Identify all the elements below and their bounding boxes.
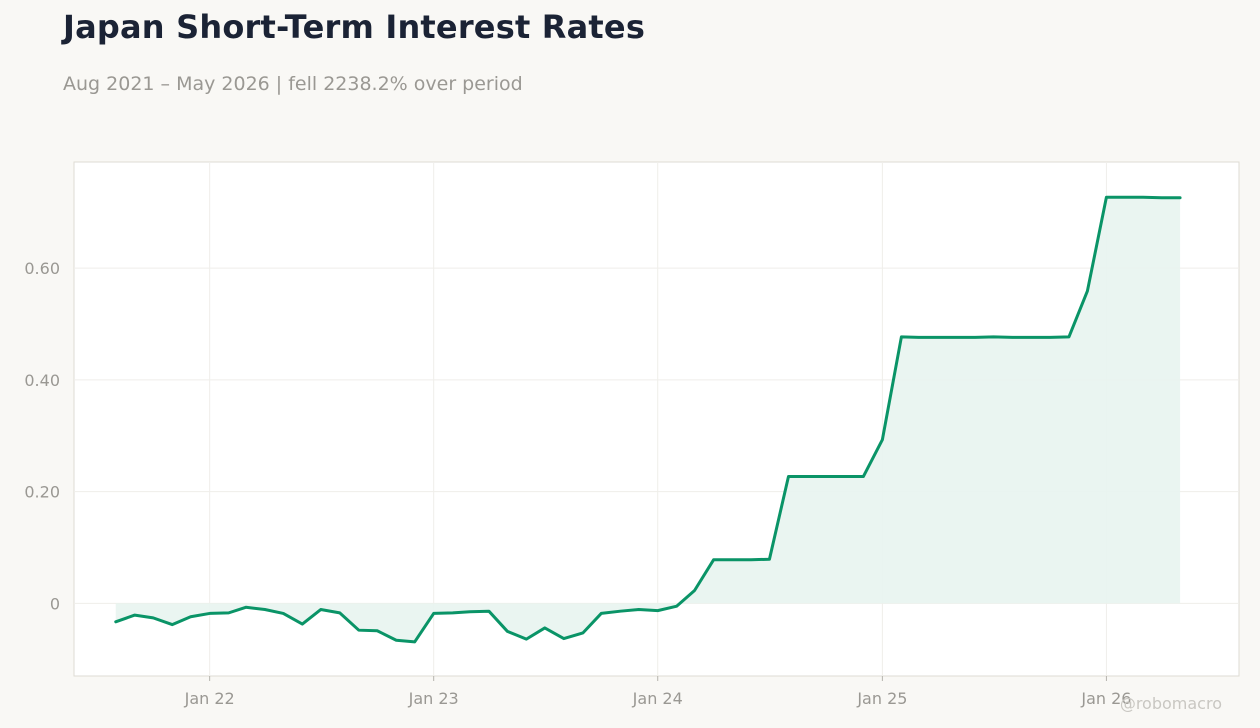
data-point [301, 623, 304, 626]
data-point [114, 620, 117, 623]
data-point [824, 475, 827, 478]
data-point [581, 631, 584, 634]
data-point [171, 623, 174, 626]
data-point [338, 611, 341, 614]
data-point [227, 611, 230, 614]
data-point [468, 610, 471, 613]
data-point [506, 630, 509, 633]
data-point [619, 610, 622, 613]
data-point [562, 637, 565, 640]
data-point [376, 629, 379, 632]
data-point [900, 335, 903, 338]
data-point [1086, 290, 1089, 293]
series-line [114, 195, 1182, 644]
y-tick-label: 0.40 [24, 371, 60, 390]
x-tick-label: Jan 22 [184, 689, 235, 708]
data-point [413, 640, 416, 643]
data-point [600, 612, 603, 615]
data-point [1067, 335, 1070, 338]
x-tick-label: Jan 23 [408, 689, 459, 708]
data-point [263, 608, 266, 611]
y-tick-label: 0.60 [24, 259, 60, 278]
data-point [768, 558, 771, 561]
data-point [244, 606, 247, 609]
x-tick-label: Jan 25 [856, 689, 907, 708]
data-point [1124, 196, 1127, 199]
watermark: @robomacro [1119, 694, 1222, 713]
data-point [862, 475, 865, 478]
x-tick-label: Jan 24 [632, 689, 683, 708]
data-point [936, 336, 939, 339]
data-point [208, 612, 211, 615]
y-tick-label: 0 [50, 594, 60, 613]
data-point [1179, 196, 1182, 199]
data-point [152, 616, 155, 619]
data-point [1030, 336, 1033, 339]
y-tick-label: 0.20 [24, 483, 60, 502]
data-point [1105, 196, 1108, 199]
data-point [675, 605, 678, 608]
data-point [432, 612, 435, 615]
data-point [1160, 196, 1163, 199]
data-point [787, 475, 790, 478]
data-point [395, 639, 398, 642]
data-point [1141, 196, 1144, 199]
data-point [357, 629, 360, 632]
data-point [955, 336, 958, 339]
data-point [525, 638, 528, 641]
data-point [806, 475, 809, 478]
data-point [917, 336, 920, 339]
data-point [451, 611, 454, 614]
x-tick-label: Jan 26 [1080, 689, 1131, 708]
data-point [487, 610, 490, 613]
data-point [543, 626, 546, 629]
data-point [319, 608, 322, 611]
data-point [637, 608, 640, 611]
data-point [1048, 336, 1051, 339]
data-point [712, 558, 715, 561]
data-point [974, 336, 977, 339]
data-point [282, 612, 285, 615]
data-point [189, 615, 192, 618]
data-point [730, 558, 733, 561]
chart-title: Japan Short-Term Interest Rates [63, 8, 646, 46]
data-point [750, 558, 753, 561]
data-point [656, 609, 659, 612]
area-fill [115, 197, 1181, 642]
data-point [881, 438, 884, 441]
chart-subtitle: Aug 2021 – May 2026 | fell 2238.2% over … [63, 73, 523, 95]
data-point [992, 335, 995, 338]
data-point [843, 475, 846, 478]
data-point [1011, 336, 1014, 339]
data-point [693, 589, 696, 592]
data-point [133, 614, 136, 617]
